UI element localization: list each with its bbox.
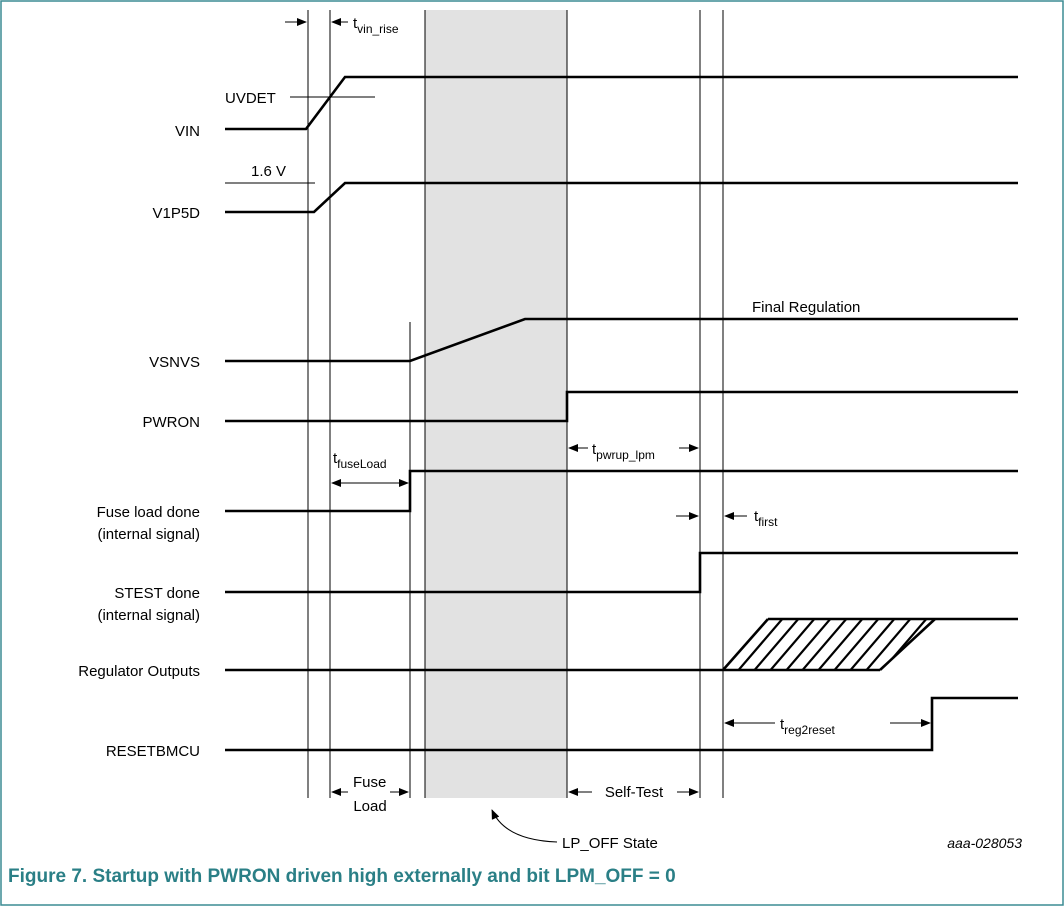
label-vin: VIN	[175, 123, 200, 140]
timing-first: tfirst	[676, 508, 778, 529]
label-pwron: PWRON	[143, 414, 201, 431]
label-load: Load	[353, 798, 386, 815]
label-self-test: Self-Test	[605, 784, 664, 801]
label-resetbmcu: RESETBMCU	[106, 743, 200, 760]
label-final-regulation: Final Regulation	[752, 299, 860, 316]
lp-off-shade	[425, 10, 567, 798]
wave-vin	[225, 75, 1018, 131]
svg-text:tvin_rise: tvin_rise	[353, 15, 399, 36]
label-uvdet: UVDET	[225, 90, 276, 107]
label-regulator-outputs: Regulator Outputs	[78, 663, 200, 680]
document-id: aaa-028053	[947, 835, 1022, 851]
time-marker-lines	[307, 10, 724, 798]
timing-reg2reset: treg2reset	[724, 716, 931, 737]
label-fuse-load-done: Fuse load done	[97, 504, 200, 521]
label-vsnvs: VSNVS	[149, 354, 200, 371]
timing-pwrup-lpm: tpwrup_lpm	[568, 441, 699, 462]
label-v1p5d: V1P5D	[152, 205, 200, 222]
signal-labels: VIN V1P5D VSNVS PWRON Fuse load done (in…	[78, 123, 200, 760]
timing-vin-rise: tvin_rise	[285, 15, 399, 36]
timing-fuse-load: tfuseLoad	[331, 450, 409, 487]
wave-vsnvs	[225, 317, 1018, 363]
threshold-annotations: UVDET 1.6 V Final Regulation	[225, 90, 860, 316]
wave-fuse-load-done	[225, 469, 1018, 513]
waveforms	[225, 75, 1018, 752]
label-fuse: Fuse	[353, 774, 386, 791]
label-stest-done-sub: (internal signal)	[97, 607, 200, 624]
label-lp-off-state: LP_OFF State	[562, 835, 658, 852]
label-stest-done: STEST done	[114, 585, 200, 602]
regulator-hatch	[722, 617, 936, 671]
svg-text:tfirst: tfirst	[754, 508, 778, 529]
label-fuse-load-done-sub: (internal signal)	[97, 526, 200, 543]
svg-text:tpwrup_lpm: tpwrup_lpm	[592, 441, 655, 462]
wave-v1p5d	[225, 181, 1018, 214]
svg-text:tfuseLoad: tfuseLoad	[333, 450, 387, 471]
label-1-6v: 1.6 V	[251, 163, 286, 180]
phase-labels: Fuse Load Self-Test LP_OFF State	[331, 774, 699, 852]
wave-resetbmcu	[225, 696, 1018, 752]
svg-text:treg2reset: treg2reset	[780, 716, 836, 737]
wave-pwron	[225, 390, 1018, 423]
wave-stest-done	[225, 551, 1018, 594]
figure-caption: Figure 7. Startup with PWRON driven high…	[8, 866, 676, 887]
